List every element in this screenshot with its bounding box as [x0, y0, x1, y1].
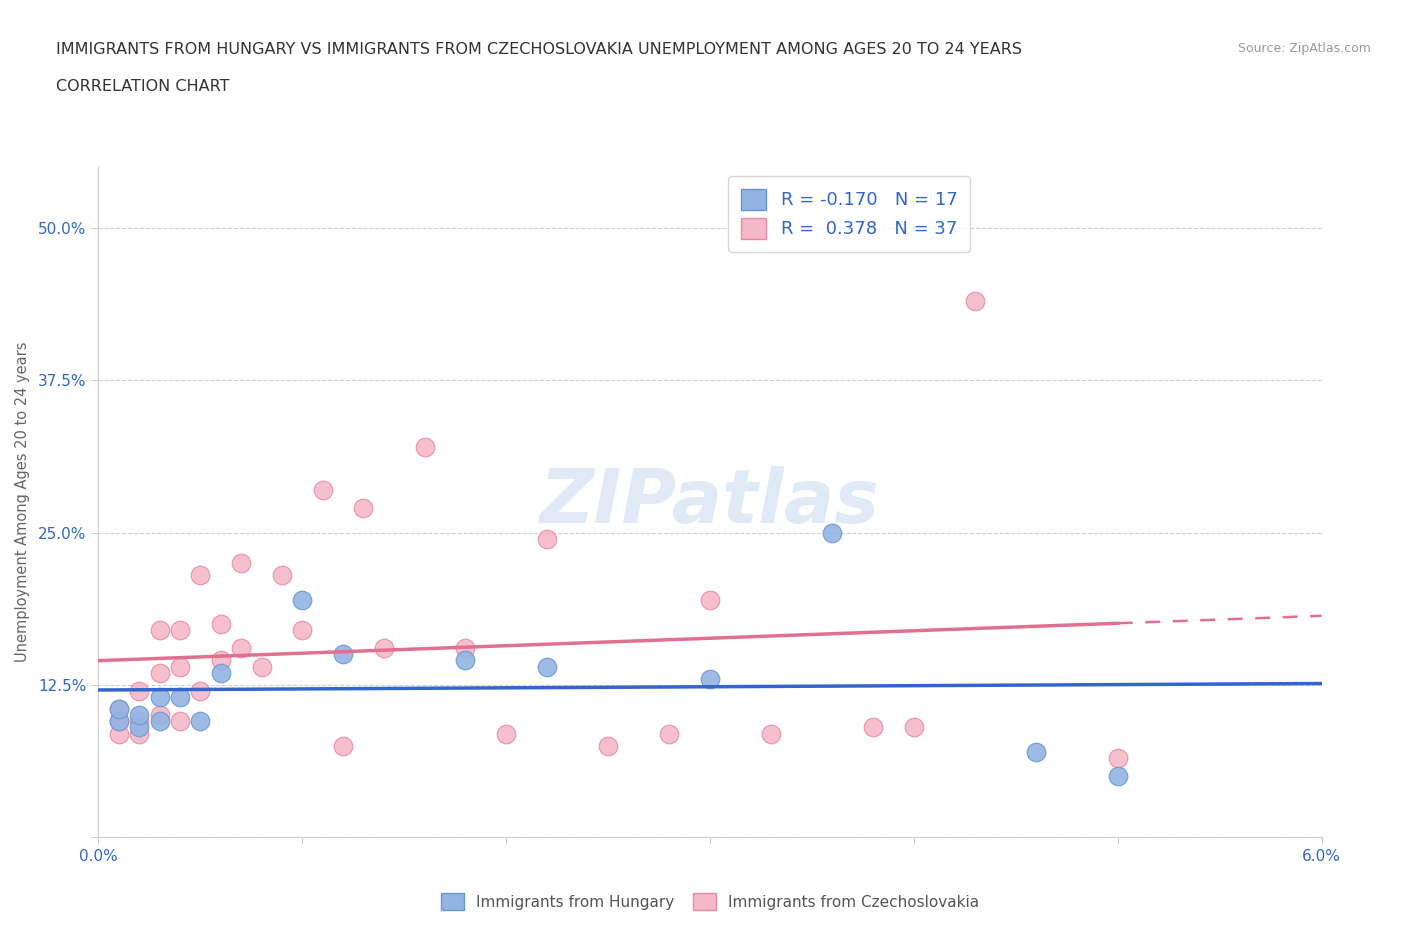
- Point: [209, 653, 232, 668]
- Y-axis label: Unemployment Among Ages 20 to 24 years: Unemployment Among Ages 20 to 24 years: [15, 342, 30, 662]
- Point: [1107, 769, 1129, 784]
- Point: [1025, 744, 1047, 759]
- Point: [169, 622, 191, 637]
- Point: [128, 714, 150, 729]
- Point: [149, 665, 172, 680]
- Text: IMMIGRANTS FROM HUNGARY VS IMMIGRANTS FROM CZECHOSLOVAKIA UNEMPLOYMENT AMONG AGE: IMMIGRANTS FROM HUNGARY VS IMMIGRANTS FR…: [56, 42, 1022, 57]
- Point: [149, 714, 172, 729]
- Point: [332, 647, 354, 662]
- Point: [108, 702, 131, 717]
- Point: [108, 714, 131, 729]
- Point: [188, 714, 212, 729]
- Point: [128, 684, 150, 698]
- Point: [454, 653, 477, 668]
- Point: [270, 568, 292, 583]
- Point: [291, 592, 314, 607]
- Point: [903, 720, 925, 735]
- Text: Source: ZipAtlas.com: Source: ZipAtlas.com: [1237, 42, 1371, 55]
- Point: [149, 689, 172, 704]
- Point: [963, 294, 986, 309]
- Point: [862, 720, 884, 735]
- Point: [209, 665, 232, 680]
- Point: [128, 708, 150, 723]
- Point: [598, 738, 620, 753]
- Point: [169, 689, 191, 704]
- Point: [209, 617, 232, 631]
- Point: [231, 641, 253, 656]
- Point: [1107, 751, 1129, 765]
- Point: [413, 440, 436, 455]
- Text: CORRELATION CHART: CORRELATION CHART: [56, 79, 229, 94]
- Point: [188, 568, 212, 583]
- Point: [149, 622, 172, 637]
- Point: [108, 726, 131, 741]
- Point: [149, 708, 172, 723]
- Point: [821, 525, 844, 540]
- Point: [352, 501, 374, 516]
- Point: [250, 659, 273, 674]
- Point: [188, 684, 212, 698]
- Point: [332, 738, 354, 753]
- Text: ZIPatlas: ZIPatlas: [540, 466, 880, 538]
- Point: [699, 592, 721, 607]
- Point: [699, 671, 721, 686]
- Point: [291, 622, 314, 637]
- Point: [169, 659, 191, 674]
- Point: [373, 641, 395, 656]
- Point: [128, 720, 150, 735]
- Point: [311, 483, 335, 498]
- Point: [108, 702, 131, 717]
- Point: [536, 531, 558, 546]
- Point: [169, 714, 191, 729]
- Point: [761, 726, 783, 741]
- Point: [108, 714, 131, 729]
- Legend: Immigrants from Hungary, Immigrants from Czechoslovakia: Immigrants from Hungary, Immigrants from…: [434, 886, 986, 916]
- Point: [495, 726, 517, 741]
- Point: [658, 726, 681, 741]
- Point: [231, 555, 253, 570]
- Point: [128, 726, 150, 741]
- Point: [536, 659, 558, 674]
- Point: [454, 641, 477, 656]
